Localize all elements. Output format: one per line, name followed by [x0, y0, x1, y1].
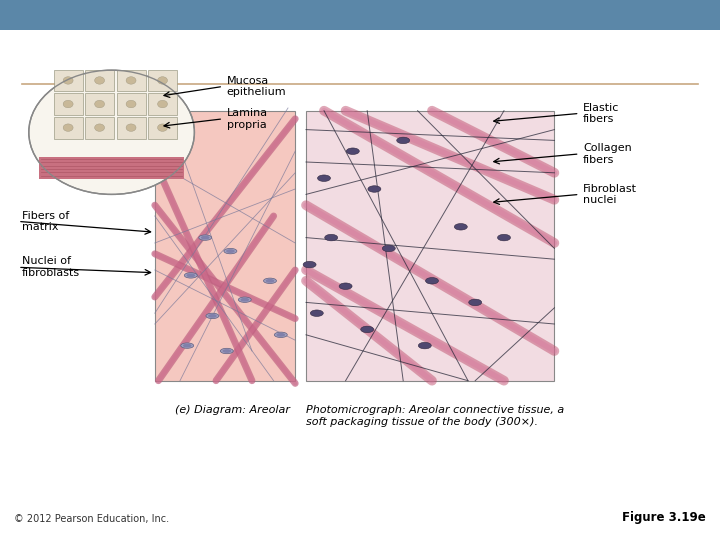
Ellipse shape	[224, 248, 237, 254]
Ellipse shape	[222, 349, 231, 353]
Ellipse shape	[325, 234, 338, 241]
Ellipse shape	[181, 343, 194, 348]
Ellipse shape	[276, 333, 285, 337]
Ellipse shape	[226, 249, 235, 253]
Ellipse shape	[303, 261, 316, 268]
Text: Mucosa
epithelium: Mucosa epithelium	[227, 76, 287, 97]
Text: Elastic
fibers: Elastic fibers	[583, 103, 620, 124]
Text: Collagen
fibers: Collagen fibers	[583, 143, 632, 165]
Text: Lamina
propria: Lamina propria	[227, 108, 268, 130]
Ellipse shape	[339, 283, 352, 289]
Ellipse shape	[310, 310, 323, 316]
Bar	[53, 70, 83, 91]
Bar	[148, 70, 177, 91]
Circle shape	[126, 124, 136, 131]
Text: Figure 3.19e: Figure 3.19e	[622, 511, 706, 524]
Ellipse shape	[426, 278, 438, 284]
Bar	[155, 111, 295, 381]
Circle shape	[63, 77, 73, 84]
Text: Fibroblast
nuclei: Fibroblast nuclei	[583, 184, 637, 205]
Ellipse shape	[382, 245, 395, 252]
Ellipse shape	[498, 234, 510, 241]
Bar	[85, 117, 114, 138]
Bar	[39, 157, 184, 179]
Circle shape	[158, 100, 168, 108]
Bar	[0, 0, 720, 30]
Ellipse shape	[418, 342, 431, 349]
Ellipse shape	[208, 314, 217, 318]
Ellipse shape	[264, 278, 276, 284]
Circle shape	[94, 124, 104, 131]
Bar	[148, 93, 177, 115]
Circle shape	[63, 124, 73, 131]
Ellipse shape	[266, 279, 274, 283]
Bar	[85, 93, 114, 115]
Circle shape	[158, 124, 168, 131]
Circle shape	[158, 77, 168, 84]
Ellipse shape	[201, 235, 210, 239]
Bar	[117, 117, 145, 138]
Circle shape	[126, 100, 136, 108]
Ellipse shape	[318, 175, 330, 181]
Text: Photomicrograph: Areolar connective tissue, a
soft packaging tissue of the body : Photomicrograph: Areolar connective tiss…	[306, 405, 564, 427]
Ellipse shape	[240, 298, 249, 301]
Ellipse shape	[397, 137, 410, 144]
Ellipse shape	[368, 186, 381, 192]
Bar	[85, 70, 114, 91]
Ellipse shape	[184, 273, 197, 278]
Bar	[53, 93, 83, 115]
Text: Nuclei of
fibroblasts: Nuclei of fibroblasts	[22, 256, 80, 278]
Ellipse shape	[206, 313, 219, 319]
Text: (e) Diagram: Areolar: (e) Diagram: Areolar	[175, 405, 289, 415]
Ellipse shape	[469, 299, 482, 306]
Circle shape	[94, 77, 104, 84]
Ellipse shape	[199, 235, 212, 240]
Bar	[53, 117, 83, 138]
Bar	[117, 93, 145, 115]
Text: © 2012 Pearson Education, Inc.: © 2012 Pearson Education, Inc.	[14, 514, 169, 524]
Circle shape	[126, 77, 136, 84]
Ellipse shape	[346, 148, 359, 154]
Bar	[117, 70, 145, 91]
Circle shape	[29, 70, 194, 194]
Ellipse shape	[361, 326, 374, 333]
Ellipse shape	[186, 273, 195, 277]
Text: Fibers of
matrix: Fibers of matrix	[22, 211, 69, 232]
Ellipse shape	[238, 297, 251, 302]
Ellipse shape	[274, 332, 287, 338]
Bar	[306, 111, 554, 381]
Circle shape	[94, 100, 104, 108]
Ellipse shape	[220, 348, 233, 354]
Circle shape	[63, 100, 73, 108]
Bar	[148, 117, 177, 138]
Ellipse shape	[183, 344, 192, 348]
Ellipse shape	[454, 224, 467, 230]
